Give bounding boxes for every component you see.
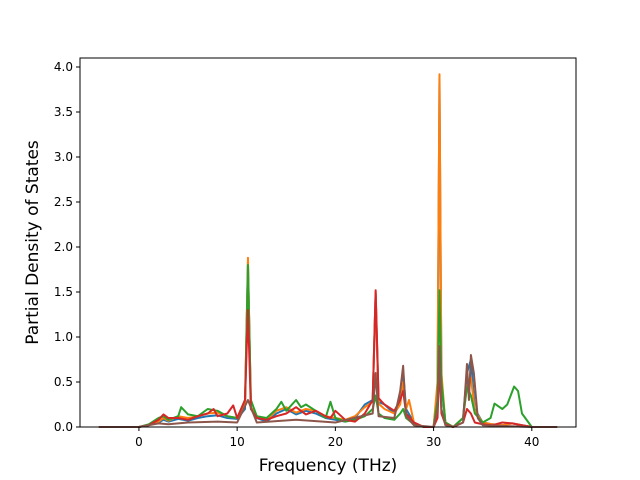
- y-tick-label: 0.0: [54, 420, 73, 434]
- series-layer: [98, 73, 558, 428]
- y-tick-label: 3.0: [54, 150, 73, 164]
- x-tick-label: 40: [524, 435, 539, 449]
- x-tick-label: 10: [230, 435, 245, 449]
- x-tick-label: 0: [135, 435, 143, 449]
- y-tick-label: 0.5: [54, 375, 73, 389]
- x-tick-label: 30: [426, 435, 441, 449]
- series-line-4: [98, 345, 558, 428]
- x-axis-ticks: 0 10 20 30 40: [135, 427, 539, 449]
- series-line-3: [98, 289, 558, 428]
- y-tick-label: 3.5: [54, 105, 73, 119]
- y-axis-label: Partial Density of States: [23, 140, 43, 345]
- y-tick-label: 1.5: [54, 285, 73, 299]
- y-tick-label: 2.0: [54, 240, 73, 254]
- x-tick-label: 20: [328, 435, 343, 449]
- x-axis-label: Frequency (THz): [259, 456, 398, 476]
- y-tick-label: 2.5: [54, 195, 73, 209]
- y-tick-label: 4.0: [54, 60, 73, 74]
- axes-frame: [79, 57, 577, 428]
- y-tick-label: 1.0: [54, 330, 73, 344]
- y-axis-ticks: 0.0 0.5 1.0 1.5 2.0 2.5 3.0 3.5 4.0: [54, 60, 80, 434]
